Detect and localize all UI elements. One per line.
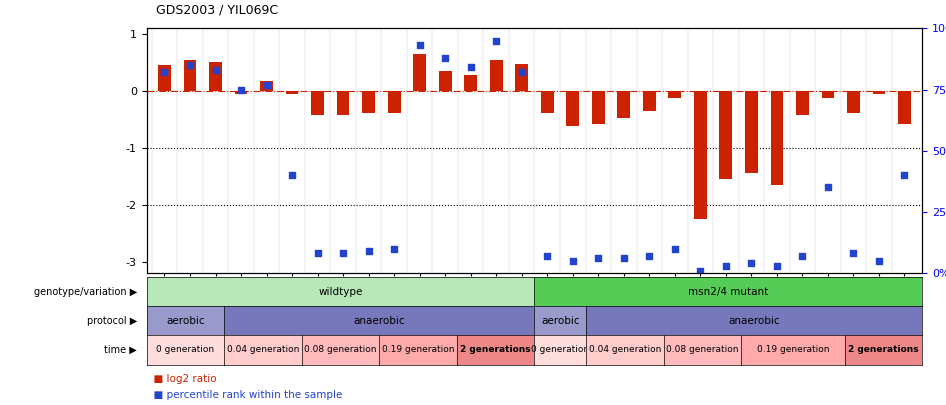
Text: protocol ▶: protocol ▶ [87, 316, 137, 326]
Point [820, 184, 835, 191]
Point [539, 253, 554, 259]
Bar [567, 91, 579, 126]
Point [234, 86, 249, 93]
Text: aerobic: aerobic [166, 316, 204, 326]
Text: 0 generation: 0 generation [156, 345, 215, 354]
Point [412, 42, 428, 49]
Bar [771, 91, 783, 185]
Text: ■ log2 ratio: ■ log2 ratio [147, 374, 217, 384]
Point [515, 69, 530, 76]
Point [897, 172, 912, 178]
Text: 0 generation: 0 generation [532, 345, 589, 354]
Bar [413, 54, 426, 91]
Bar [796, 91, 809, 115]
Text: 0.04 generation: 0.04 generation [588, 345, 661, 354]
Point [590, 255, 605, 262]
Bar [592, 91, 604, 124]
Text: msn2/4 mutant: msn2/4 mutant [689, 287, 768, 296]
Point [361, 248, 377, 254]
Bar [745, 91, 758, 173]
Bar [184, 60, 197, 91]
Point [183, 62, 198, 68]
Point [795, 253, 810, 259]
Text: 0.19 generation: 0.19 generation [757, 345, 830, 354]
Point [667, 245, 682, 252]
Point [769, 262, 784, 269]
Bar [158, 65, 171, 91]
Text: anaerobic: anaerobic [354, 316, 405, 326]
Bar [490, 60, 502, 91]
Point [285, 172, 300, 178]
Bar [643, 91, 656, 111]
Bar [209, 62, 222, 91]
Point [616, 255, 631, 262]
Text: 2 generations: 2 generations [461, 345, 531, 354]
Point [157, 69, 172, 76]
Bar [337, 91, 349, 115]
Bar [260, 81, 273, 91]
Text: anaerobic: anaerobic [728, 316, 780, 326]
Bar [669, 91, 681, 98]
Bar [720, 91, 732, 179]
Text: 0.04 generation: 0.04 generation [227, 345, 299, 354]
Bar [847, 91, 860, 113]
Point [718, 262, 733, 269]
Point [208, 67, 223, 73]
Point [438, 54, 453, 61]
Text: 0.08 generation: 0.08 generation [305, 345, 377, 354]
Text: wildtype: wildtype [319, 287, 362, 296]
Point [387, 245, 402, 252]
Bar [516, 64, 528, 91]
Point [310, 250, 325, 257]
Bar [439, 71, 451, 91]
Bar [872, 91, 885, 94]
Point [336, 250, 351, 257]
Point [641, 253, 657, 259]
Bar [618, 91, 630, 118]
Point [692, 267, 708, 274]
Point [259, 81, 274, 88]
Text: 2 generations: 2 generations [849, 345, 919, 354]
Text: time ▶: time ▶ [104, 345, 137, 355]
Bar [362, 91, 375, 113]
Point [846, 250, 861, 257]
Bar [464, 75, 477, 91]
Text: genotype/variation ▶: genotype/variation ▶ [34, 287, 137, 296]
Bar [235, 91, 248, 94]
Bar [286, 91, 298, 94]
Point [871, 258, 886, 264]
Point [464, 64, 479, 71]
Bar [694, 91, 707, 219]
Bar [541, 91, 553, 113]
Text: 0.08 generation: 0.08 generation [666, 345, 739, 354]
Bar [311, 91, 324, 115]
Point [744, 260, 759, 266]
Text: GDS2003 / YIL069C: GDS2003 / YIL069C [156, 3, 278, 16]
Bar [388, 91, 400, 113]
Point [489, 37, 504, 44]
Point [565, 258, 580, 264]
Bar [821, 91, 834, 98]
Bar [898, 91, 911, 124]
Text: aerobic: aerobic [541, 316, 580, 326]
Text: 0.19 generation: 0.19 generation [382, 345, 454, 354]
Text: ■ percentile rank within the sample: ■ percentile rank within the sample [147, 390, 342, 400]
